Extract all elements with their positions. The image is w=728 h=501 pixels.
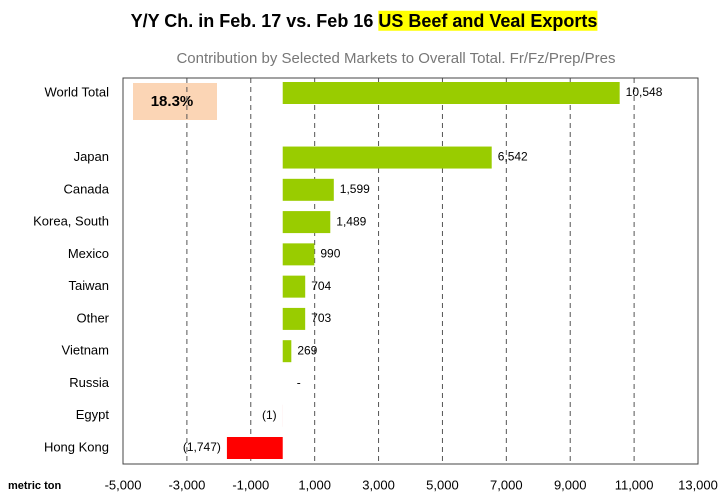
x-tick-label: -1,000 (232, 477, 269, 492)
title-text: Y/Y Ch. in Feb. 17 vs. Feb 16 (131, 11, 379, 31)
bar (283, 243, 315, 265)
chart-subtitle: Contribution by Selected Markets to Over… (176, 50, 615, 67)
bar (283, 211, 331, 233)
x-tick-label: 9,000 (554, 477, 587, 492)
value-label: 1,489 (336, 214, 366, 228)
y-tick-label: Egypt (76, 407, 110, 422)
x-tick-label: 5,000 (426, 477, 459, 492)
title-highlight: US Beef and Veal Exports (378, 11, 597, 31)
value-label: (1,747) (183, 440, 221, 454)
y-tick-label: Hong Kong (44, 439, 109, 454)
x-tick-label: 11,000 (615, 477, 654, 492)
y-tick-label: Russia (69, 375, 110, 390)
x-tick-label: -3,000 (168, 477, 205, 492)
value-label: 6,542 (498, 150, 528, 164)
bar (227, 437, 283, 459)
chart-title: Y/Y Ch. in Feb. 17 vs. Feb 16 US Beef an… (131, 11, 598, 31)
bar (283, 147, 492, 169)
value-label: - (297, 376, 301, 390)
x-tick-label: 7,000 (490, 477, 523, 492)
value-label: (1) (262, 408, 277, 422)
plot-border (123, 78, 698, 464)
y-tick-label: Canada (63, 181, 109, 196)
x-tick-label: 1,000 (298, 477, 331, 492)
bar (283, 276, 305, 298)
x-tick-label: -5,000 (105, 477, 142, 492)
y-tick-label: Taiwan (69, 278, 109, 293)
y-tick-label: World Total (44, 84, 109, 99)
bar (283, 82, 620, 104)
y-tick-label: Mexico (68, 246, 109, 261)
value-label: 269 (297, 343, 317, 357)
value-label: 10,548 (626, 85, 663, 99)
x-tick-label: 13,000 (678, 477, 718, 492)
value-label: 1,599 (340, 182, 370, 196)
value-label: 990 (320, 247, 340, 261)
bar (283, 179, 334, 201)
y-tick-label: Vietnam (62, 343, 109, 358)
x-tick-label: 3,000 (362, 477, 395, 492)
bar (283, 340, 292, 362)
value-label: 704 (311, 279, 331, 293)
y-tick-label: Japan (74, 149, 109, 164)
bar (283, 308, 305, 330)
x-axis-label: metric ton (8, 480, 61, 492)
value-label: 703 (311, 311, 331, 325)
y-tick-label: Other (76, 310, 109, 325)
y-tick-label: Korea, South (33, 214, 109, 229)
